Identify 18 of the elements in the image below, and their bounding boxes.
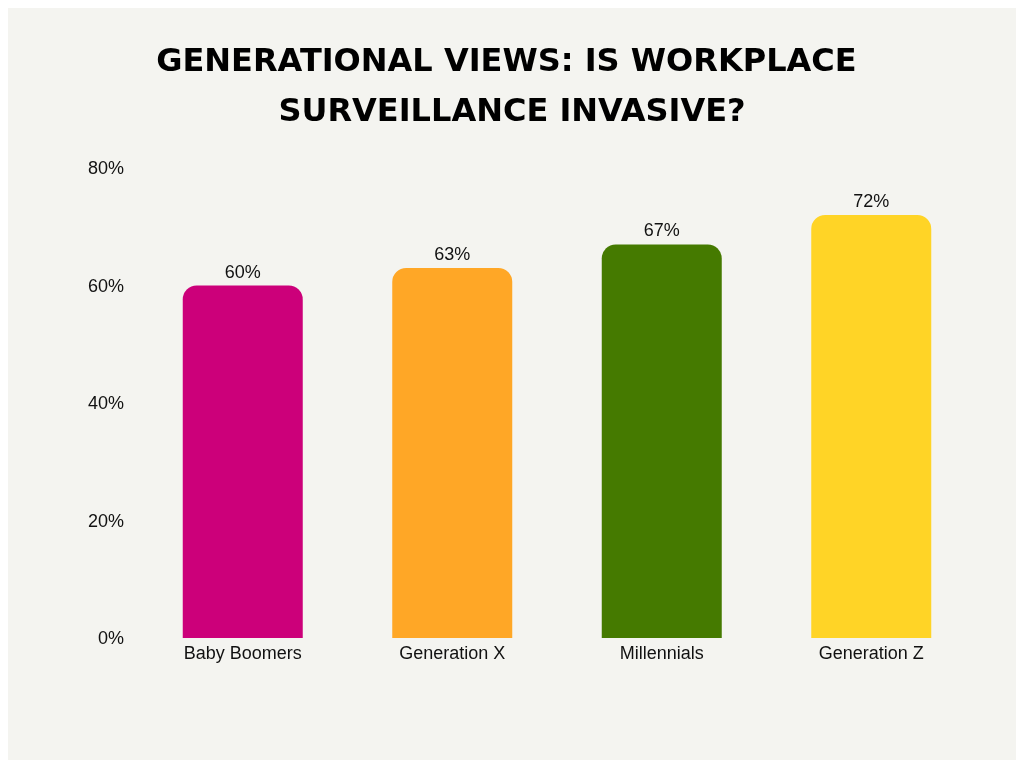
x-tick-label: Baby Boomers — [183, 643, 302, 663]
y-tick-label: 60% — [87, 275, 124, 296]
y-tick-label: 80% — [87, 158, 124, 178]
y-tick-label: 20% — [87, 510, 124, 531]
y-tick-label: 40% — [87, 393, 124, 413]
bar — [392, 267, 513, 638]
chart-title: GENERATIONAL VIEWS: IS WORKPLACE SURVEILLANCE INVASIVE? — [156, 41, 868, 129]
x-tick-label: Millennials — [619, 643, 704, 663]
bar — [811, 215, 932, 638]
x-tick-label: Generation X — [399, 643, 506, 663]
bar — [601, 244, 722, 638]
data-label: 63% — [434, 243, 471, 264]
data-label: 60% — [224, 261, 261, 282]
x-tick-label: Generation Z — [818, 643, 924, 663]
data-label: 72% — [853, 191, 890, 211]
data-label: 67% — [643, 220, 680, 241]
y-tick-label: 0% — [97, 628, 124, 648]
bar — [182, 285, 303, 638]
